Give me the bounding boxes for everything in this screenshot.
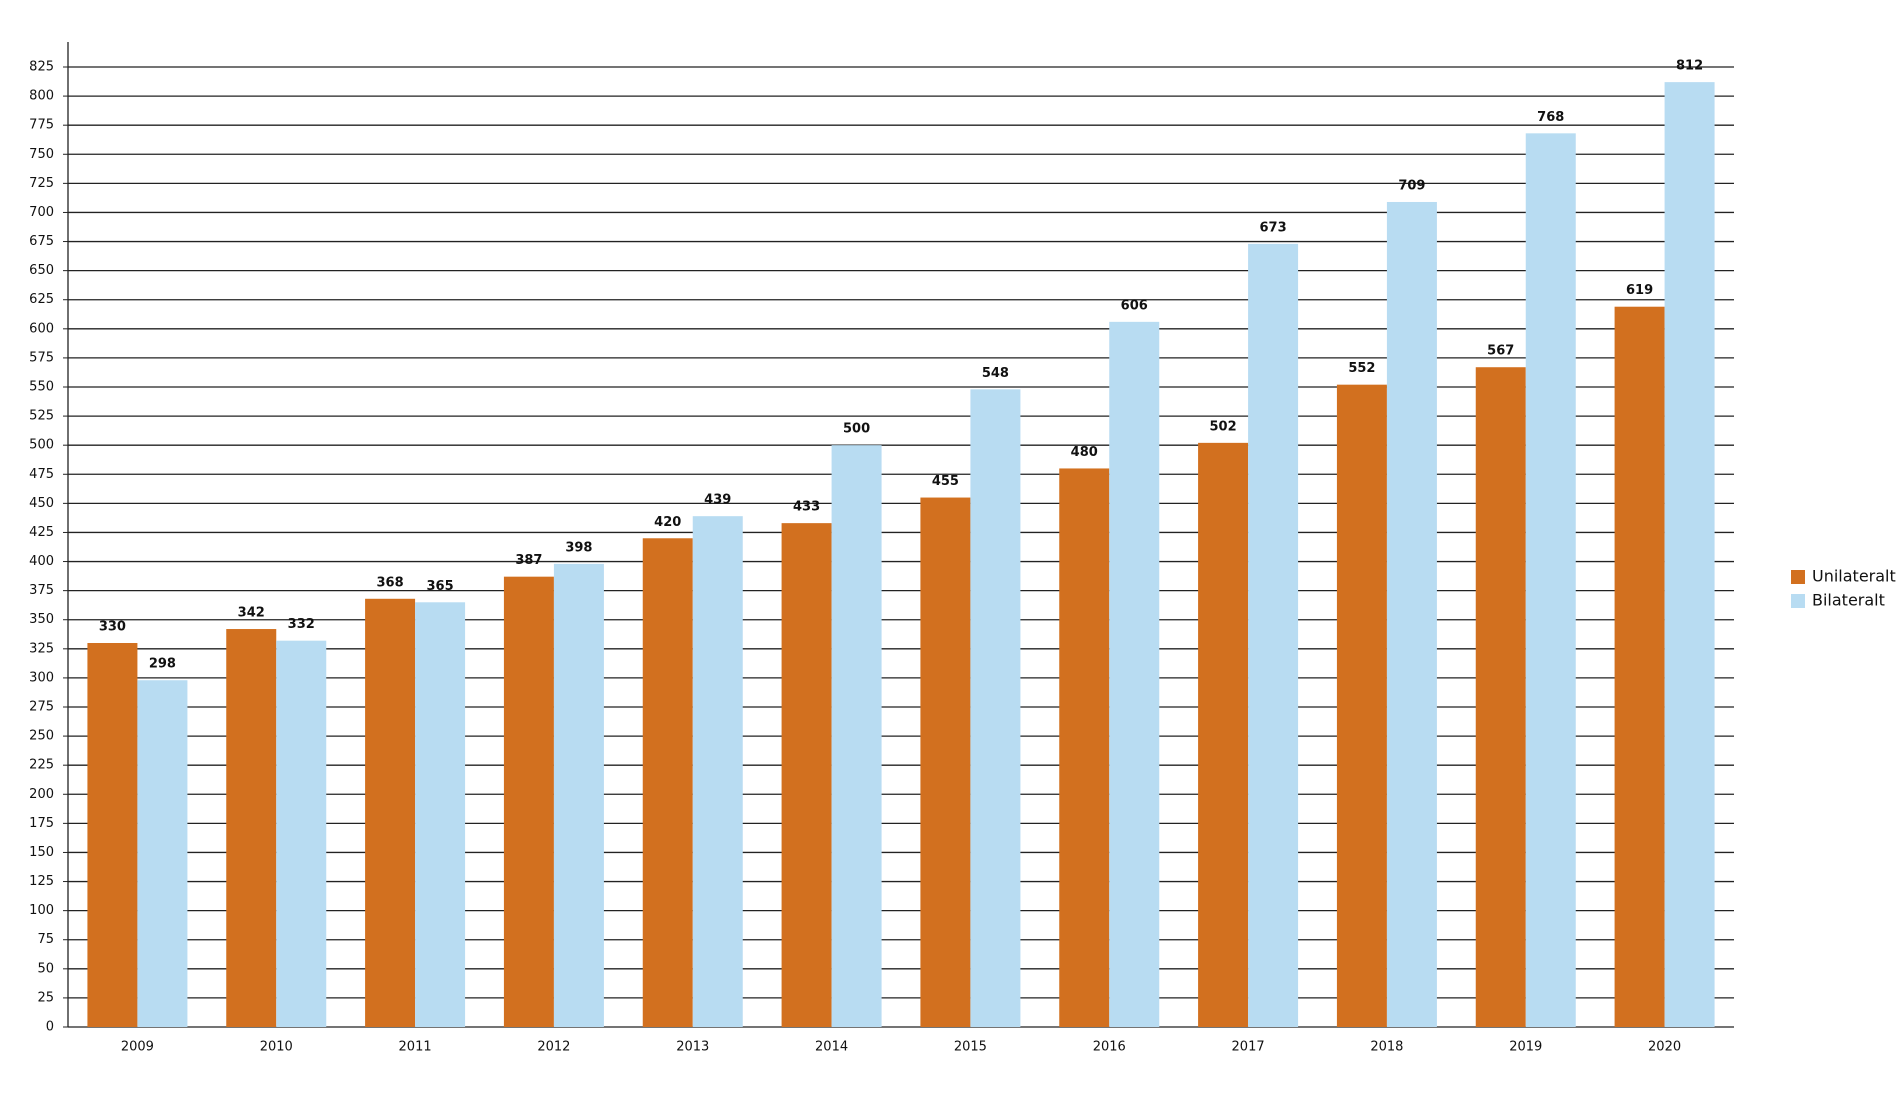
value-label: 709: [1398, 178, 1425, 193]
y-tick-label: 25: [37, 990, 54, 1005]
value-label: 548: [982, 366, 1009, 381]
y-tick-label: 475: [29, 467, 54, 482]
x-tick-label: 2018: [1370, 1040, 1403, 1055]
y-tick-label: 100: [29, 903, 54, 918]
y-tick-label: 350: [29, 612, 54, 627]
value-label: 342: [238, 606, 265, 621]
value-label: 420: [654, 515, 681, 530]
bar: [1525, 133, 1576, 1027]
bar: [226, 629, 277, 1027]
y-tick-label: 650: [29, 263, 54, 278]
bar: [1475, 367, 1526, 1028]
x-tick-label: 2014: [815, 1040, 848, 1055]
y-tick-label: 75: [37, 932, 54, 947]
bar: [920, 497, 971, 1028]
legend-label: Unilateralt: [1812, 567, 1896, 586]
y-tick-label: 625: [29, 292, 54, 307]
y-tick-label: 775: [29, 118, 54, 133]
y-tick-label: 725: [29, 176, 54, 191]
value-label: 439: [704, 493, 731, 508]
value-label: 332: [288, 617, 315, 632]
bar: [503, 576, 554, 1027]
x-tick-label: 2010: [260, 1040, 293, 1055]
y-tick-label: 450: [29, 496, 54, 511]
y-tick-label: 150: [29, 845, 54, 860]
y-tick-label: 425: [29, 525, 54, 540]
value-label: 567: [1487, 344, 1514, 359]
x-tick-label: 2011: [399, 1040, 432, 1055]
y-tick-label: 125: [29, 874, 54, 889]
bar: [1336, 384, 1387, 1027]
x-tick-label: 2009: [121, 1040, 154, 1055]
value-label: 812: [1676, 59, 1703, 74]
value-label: 673: [1260, 220, 1287, 235]
bar: [1248, 243, 1299, 1027]
legend-label: Bilateralt: [1812, 591, 1885, 610]
bar: [970, 389, 1021, 1027]
y-tick-label: 200: [29, 787, 54, 802]
bar: [276, 640, 327, 1027]
y-tick-label: 400: [29, 554, 54, 569]
value-label: 298: [149, 657, 176, 672]
value-label: 455: [932, 474, 959, 489]
y-tick-label: 750: [29, 147, 54, 162]
y-tick-label: 600: [29, 321, 54, 336]
bar: [642, 538, 693, 1027]
value-label: 330: [99, 620, 126, 635]
bar: [365, 598, 416, 1027]
bar: [1614, 306, 1665, 1027]
y-tick-label: 325: [29, 641, 54, 656]
y-tick-label: 575: [29, 350, 54, 365]
x-tick-label: 2020: [1648, 1040, 1681, 1055]
y-tick-label: 550: [29, 380, 54, 395]
bar: [781, 523, 832, 1027]
value-label: 502: [1210, 419, 1237, 434]
bar: [1386, 201, 1437, 1027]
y-tick-label: 800: [29, 89, 54, 104]
legend-swatch: [1791, 594, 1805, 608]
legend-swatch: [1791, 570, 1805, 584]
y-tick-label: 500: [29, 438, 54, 453]
x-tick-label: 2016: [1093, 1040, 1126, 1055]
value-label: 768: [1537, 110, 1564, 125]
value-label: 368: [377, 575, 404, 590]
value-label: 365: [427, 579, 454, 594]
y-tick-label: 525: [29, 409, 54, 424]
x-tick-label: 2019: [1509, 1040, 1542, 1055]
x-tick-label: 2013: [676, 1040, 709, 1055]
bar: [137, 680, 188, 1027]
y-tick-label: 700: [29, 205, 54, 220]
x-tick-label: 2015: [954, 1040, 987, 1055]
y-tick-label: 50: [37, 961, 54, 976]
y-tick-label: 225: [29, 758, 54, 773]
y-tick-label: 675: [29, 234, 54, 249]
value-label: 398: [565, 540, 592, 555]
value-label: 433: [793, 500, 820, 515]
value-label: 552: [1348, 361, 1375, 376]
x-tick-label: 2012: [537, 1040, 570, 1055]
bar: [1198, 442, 1249, 1027]
value-label: 606: [1121, 298, 1148, 313]
y-tick-label: 0: [46, 1020, 54, 1035]
y-tick-label: 825: [29, 60, 54, 75]
bar: [831, 445, 882, 1027]
bar: [1109, 321, 1160, 1027]
value-label: 387: [515, 553, 542, 568]
value-label: 480: [1071, 445, 1098, 460]
bar: [692, 516, 743, 1027]
y-tick-label: 275: [29, 700, 54, 715]
x-tick-label: 2017: [1232, 1040, 1265, 1055]
y-tick-label: 375: [29, 583, 54, 598]
bar: [553, 563, 604, 1027]
value-label: 500: [843, 422, 870, 437]
y-tick-label: 175: [29, 816, 54, 831]
bar: [1059, 468, 1110, 1027]
bar: [415, 602, 466, 1027]
value-label: 619: [1626, 283, 1653, 298]
y-tick-label: 300: [29, 670, 54, 685]
y-tick-label: 250: [29, 729, 54, 744]
bar: [87, 643, 138, 1027]
bar: [1664, 82, 1715, 1028]
